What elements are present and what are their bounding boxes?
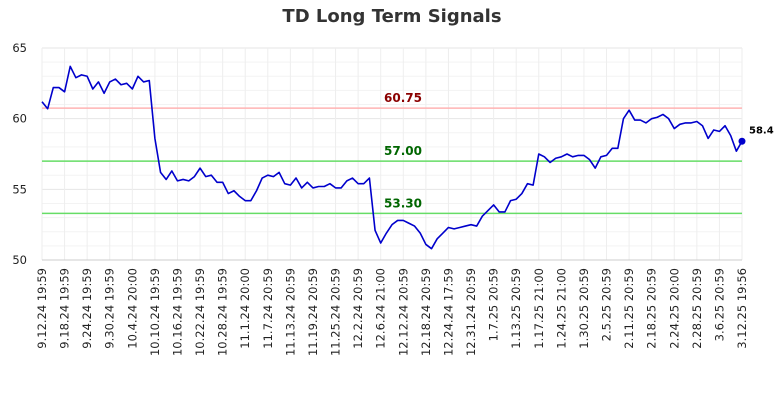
x-tick-label: 11.1.24 20:00 [238,268,252,349]
x-tick-label: 10.4.24 20:00 [125,268,139,349]
x-tick-label: 9.12.24 19:59 [35,268,49,349]
x-tick-label: 1.7.25 20:59 [487,268,501,341]
x-tick-label: 2.5.25 20:59 [600,268,614,341]
reference-line-label: 60.75 [384,91,422,105]
y-tick-label: 55 [12,182,27,196]
series-layer: 58.4 [41,65,774,250]
x-tick-label: 11.19.24 20:59 [306,268,320,356]
reference-line-label: 57.00 [384,144,422,158]
x-tick-label: 3.12.25 19:56 [735,268,749,349]
x-tick-label: 2.24.25 20:00 [667,268,681,349]
x-tick-label: 9.30.24 19:59 [103,268,117,349]
chart-title: TD Long Term Signals [282,6,502,27]
price-series-line [41,65,743,250]
x-tick-labels: 9.12.24 19:59 9.18.24 19:59 9.24.24 19:59 9… [35,268,749,356]
x-tick-label: 1.24.25 21:00 [554,268,568,349]
y-tick-label: 60 [12,112,27,126]
y-tick-labels: 50 55 60 65 [12,41,27,267]
y-tick-label: 65 [12,41,27,55]
x-tick-label: 9.24.24 19:59 [80,268,94,349]
x-tick-label: 10.28.24 19:59 [216,268,230,356]
x-tick-label: 11.13.24 20:59 [283,268,297,356]
x-tick-label: 10.10.24 19:59 [148,268,162,356]
x-tick-label: 1.17.25 21:00 [532,268,546,349]
x-tick-label: 11.25.24 20:59 [329,268,343,356]
x-tick-label: 10.22.24 19:59 [193,268,207,356]
x-tick-label: 2.28.25 20:59 [690,268,704,349]
x-tick-label: 12.12.24 20:59 [396,268,410,356]
x-tick-label: 1.13.25 20:59 [509,268,523,349]
reference-lines: 60.75 57.00 53.30 [42,91,742,215]
x-tick-label: 2.18.25 20:59 [645,268,659,349]
x-tick-label: 12.24.24 17:59 [441,268,455,356]
x-tick-label: 2.11.25 20:59 [622,268,636,349]
x-tick-label: 9.18.24 19:59 [58,268,72,349]
reference-line-label: 53.30 [384,196,422,210]
last-point-marker [738,137,746,145]
x-tick-label: 12.6.24 21:00 [374,268,388,349]
x-tick-label: 11.7.24 20:59 [261,268,275,349]
x-tick-label: 3.6.25 20:59 [712,268,726,341]
y-tick-label: 50 [12,253,27,267]
x-tick-label: 1.30.25 20:59 [577,268,591,349]
x-tick-label: 12.18.24 20:59 [419,268,433,356]
last-value-label: 58.4 [749,125,774,136]
x-tick-label: 12.2.24 20:59 [351,268,365,349]
x-tick-label: 12.31.24 20:59 [464,268,478,356]
x-tick-label: 10.16.24 19:59 [170,268,184,356]
